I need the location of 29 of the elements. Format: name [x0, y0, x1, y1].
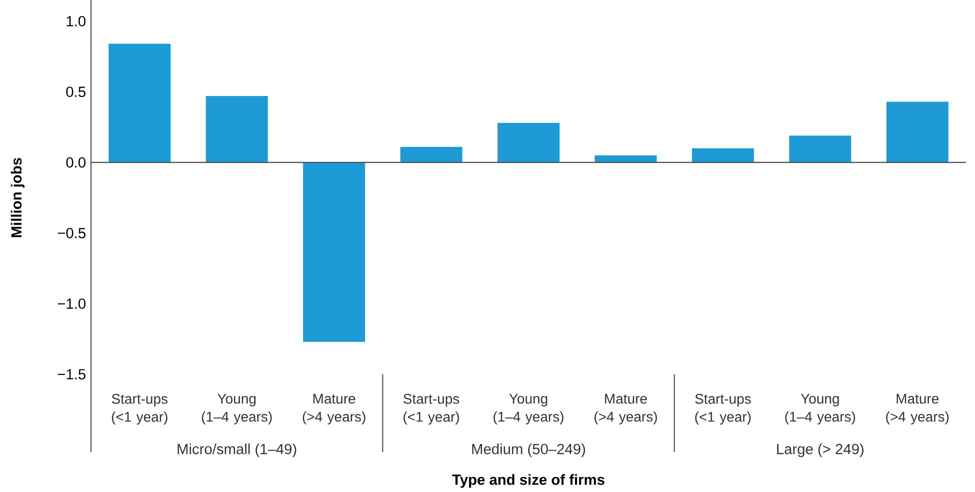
x-tick-label: Mature (>4 years): [886, 394, 949, 424]
y-tick-label: −1.5: [58, 369, 86, 380]
y-tick-label: −1.0: [58, 298, 86, 309]
x-tick-label: Start-ups (<1 year): [404, 394, 460, 425]
x-tick-label: Mature (>4 years): [302, 394, 366, 424]
bar: [303, 162, 366, 342]
x-tick-label: Young (1–4 years): [494, 394, 564, 424]
y-tick-label: 0.0: [66, 157, 86, 168]
bar: [400, 146, 462, 162]
x-tick-label: Mature (>4 years): [594, 394, 657, 424]
x-tick-label: Young (1–4 years): [785, 394, 856, 424]
x-tick-label: Start-ups (<1 year): [695, 394, 751, 425]
y-tick-label: 1.0: [66, 16, 86, 26]
bar: [789, 136, 852, 162]
y-axis-title: Million jobs: [10, 158, 24, 238]
annotation: Medium (50–249): [472, 443, 586, 458]
bar: [108, 44, 171, 162]
bar: [206, 96, 268, 162]
annotation: Micro/small (1–49): [178, 443, 296, 458]
bar: [498, 122, 560, 162]
y-tick-label: 0.5: [66, 86, 86, 97]
annotation: Large (> 249): [777, 443, 864, 458]
x-tick-label: Young (1–4 years): [202, 394, 272, 424]
x-tick-label: Start-ups (<1 year): [112, 394, 168, 425]
x-axis-title: Type and size of firms: [452, 474, 604, 488]
y-tick-label: −0.5: [58, 228, 86, 238]
bar: [886, 102, 948, 162]
bar: [692, 148, 754, 162]
bar: [594, 155, 657, 162]
